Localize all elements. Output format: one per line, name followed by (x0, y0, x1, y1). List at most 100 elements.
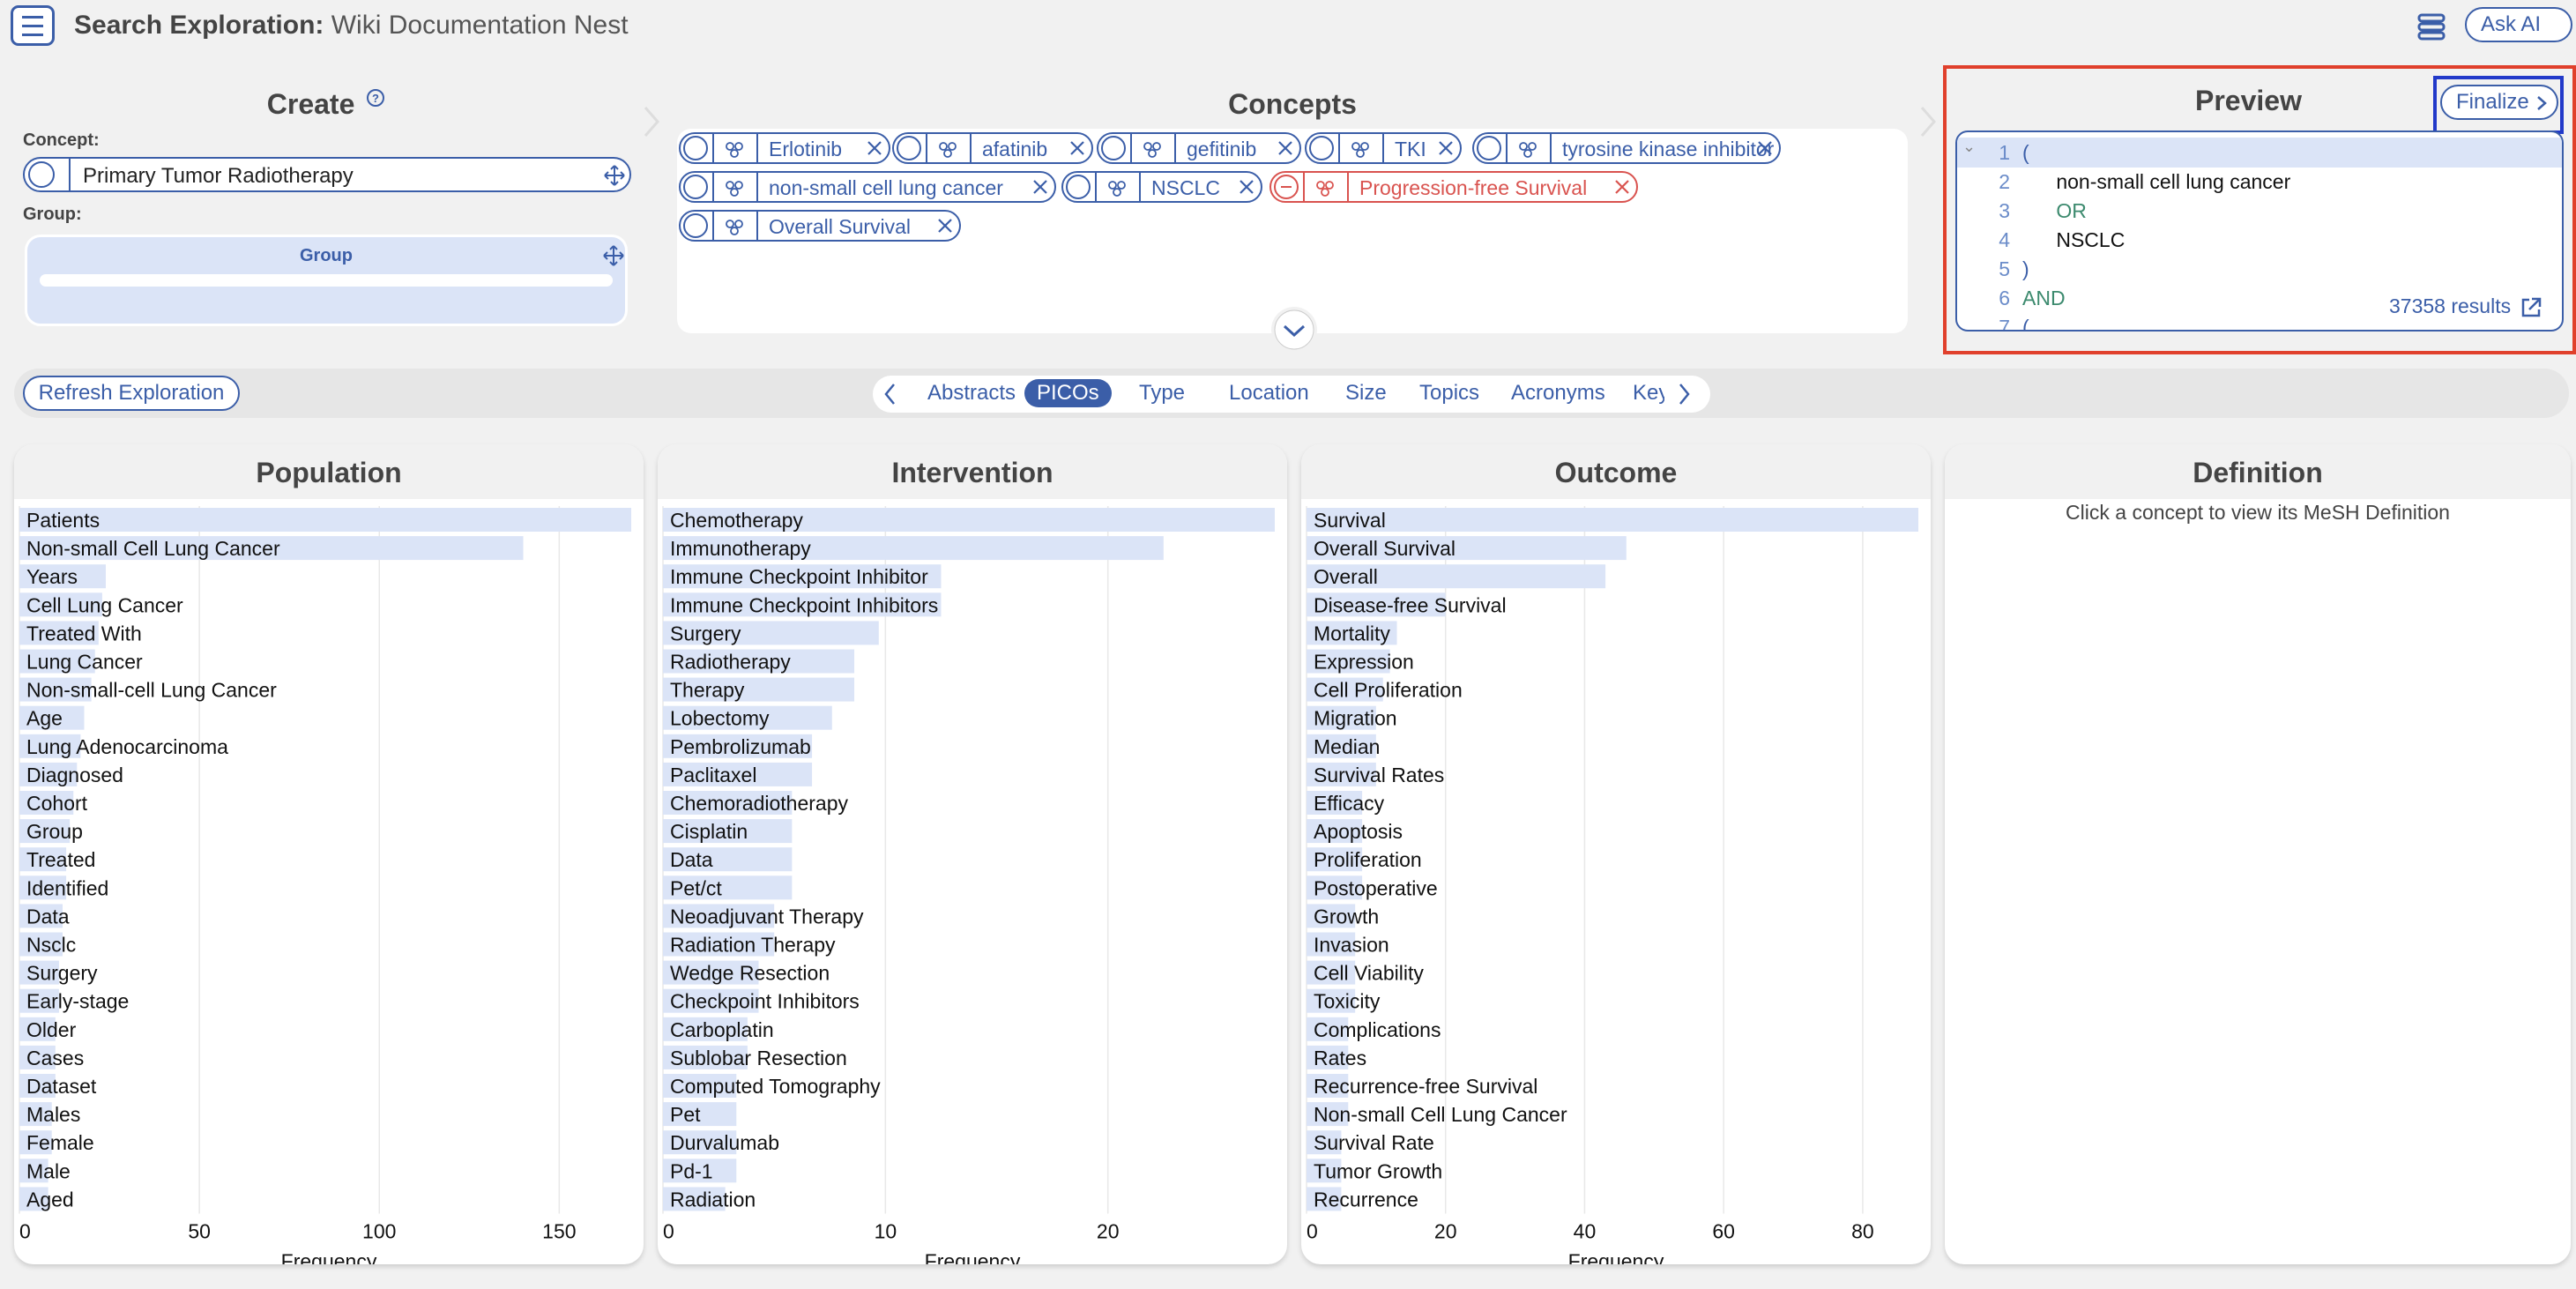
bar-label[interactable]: Radiation Therapy (670, 934, 836, 957)
bar[interactable] (19, 649, 95, 674)
bar[interactable] (1307, 705, 1376, 730)
bar[interactable] (19, 508, 631, 532)
bar[interactable] (663, 1017, 748, 1041)
bar-label[interactable]: Immunotherapy (670, 537, 811, 560)
bar-label[interactable]: Immune Checkpoint Inhibitor (670, 565, 928, 588)
concept-chip[interactable]: Progression-free Survival (1269, 171, 1638, 203)
refresh-exploration-button[interactable]: Refresh Exploration (23, 376, 240, 411)
bar[interactable] (1307, 677, 1383, 702)
bar-label[interactable]: Neoadjuvant Therapy (670, 905, 864, 928)
concept-toggle[interactable] (1309, 136, 1334, 160)
bar[interactable] (19, 847, 67, 872)
close-icon[interactable] (1756, 139, 1774, 157)
bar-label[interactable]: Recurrence (1314, 1188, 1418, 1211)
bar[interactable] (19, 791, 74, 815)
bar[interactable] (1307, 762, 1376, 786)
bar[interactable] (663, 1074, 737, 1098)
bar[interactable] (663, 1102, 737, 1127)
bar[interactable] (1307, 536, 1627, 561)
bar-label[interactable]: Data (26, 905, 70, 928)
bar[interactable] (19, 1130, 52, 1155)
bar-label[interactable]: Male (26, 1159, 71, 1182)
bar-label[interactable]: Cases (26, 1047, 84, 1069)
concept-toggle[interactable] (1477, 136, 1501, 160)
exclude-toggle[interactable] (1274, 175, 1299, 199)
bar-label[interactable]: Chemotherapy (670, 509, 803, 532)
concept-toggle[interactable] (683, 136, 708, 160)
bar[interactable] (663, 677, 855, 702)
bar[interactable] (663, 705, 832, 730)
bar-label[interactable]: Cell Lung Cancer (26, 593, 183, 616)
concept-toggle[interactable] (683, 213, 708, 238)
bar[interactable] (1307, 1159, 1342, 1183)
bar[interactable] (663, 1045, 748, 1069)
concept-chip[interactable]: Overall Survival (679, 210, 961, 242)
tab-key[interactable]: Key (1633, 381, 1664, 405)
bar[interactable] (19, 734, 81, 758)
bar[interactable] (19, 1017, 56, 1041)
bar[interactable] (1307, 875, 1363, 900)
bar[interactable] (663, 1187, 726, 1211)
bar-label[interactable]: Overall (1314, 565, 1378, 588)
bar-label[interactable]: Sublobar Resection (670, 1047, 847, 1069)
bar-label[interactable]: Age (26, 707, 63, 730)
molecule-icon[interactable] (1518, 139, 1537, 159)
bar[interactable] (19, 904, 63, 928)
tab-picos[interactable]: PICOs (1024, 379, 1112, 407)
bar[interactable] (1307, 564, 1606, 589)
bar[interactable] (1307, 1102, 1349, 1127)
bar[interactable] (663, 649, 855, 674)
concept-chip[interactable]: non-small cell lung cancer (679, 171, 1056, 203)
concept-chip[interactable]: NSCLC (1061, 171, 1262, 203)
bar[interactable] (1307, 791, 1363, 815)
bar[interactable] (663, 960, 759, 985)
expand-concepts-button[interactable] (1271, 307, 1317, 353)
bar-label[interactable]: Therapy (670, 679, 745, 702)
hamburger-menu-icon[interactable] (11, 5, 55, 46)
bar[interactable] (19, 988, 59, 1013)
bar[interactable] (663, 536, 1164, 561)
bar-label[interactable]: Surgery (26, 962, 98, 985)
molecule-icon[interactable] (1107, 178, 1127, 197)
close-icon[interactable] (1437, 139, 1455, 157)
concept-toggle[interactable] (897, 136, 921, 160)
close-icon[interactable] (1068, 139, 1086, 157)
bar-label[interactable]: Nsclc (26, 934, 76, 957)
bar-label[interactable]: Survival (1314, 509, 1386, 532)
molecule-icon[interactable] (725, 178, 744, 197)
bar-label[interactable]: Complications (1314, 1018, 1441, 1041)
bar-label[interactable]: Chemoradiotherapy (670, 792, 849, 815)
bar-label[interactable]: Males (26, 1103, 80, 1126)
bar[interactable] (663, 1159, 737, 1183)
bar[interactable] (1307, 734, 1376, 758)
bar-label[interactable]: Older (26, 1018, 77, 1041)
bar-label[interactable]: Durvalumab (670, 1131, 779, 1154)
bar-label[interactable]: Survival Rates (1314, 764, 1444, 786)
bar-label[interactable]: Pet (670, 1103, 701, 1126)
move-handle-icon[interactable] (602, 244, 625, 267)
bar[interactable] (663, 734, 813, 758)
molecule-icon[interactable] (725, 139, 744, 159)
bar[interactable] (663, 1130, 737, 1155)
bar-label[interactable]: Survival Rate (1314, 1131, 1434, 1154)
bar-label[interactable]: Median (1314, 735, 1380, 758)
bar[interactable] (19, 592, 102, 617)
bar[interactable] (663, 592, 942, 617)
bar-label[interactable]: Cisplatin (670, 820, 748, 843)
bar-label[interactable]: Proliferation (1314, 848, 1422, 871)
molecule-icon[interactable] (1351, 139, 1370, 159)
concept-input[interactable]: Primary Tumor Radiotherapy (23, 157, 631, 192)
bar-label[interactable]: Aged (26, 1188, 74, 1211)
group-drop-bar[interactable] (40, 274, 613, 287)
bar-label[interactable]: Cell Viability (1314, 962, 1424, 985)
chevron-right-icon[interactable] (1675, 381, 1693, 407)
bar[interactable] (663, 847, 793, 872)
bar-label[interactable]: Female (26, 1131, 94, 1154)
bar[interactable] (1307, 508, 1918, 532)
finalize-button[interactable]: Finalize (2440, 85, 2558, 120)
bar-label[interactable]: Invasion (1314, 934, 1389, 957)
concept-radio[interactable] (28, 161, 55, 188)
molecule-icon[interactable] (725, 217, 744, 236)
bar[interactable] (19, 1102, 52, 1127)
bar-label[interactable]: Pet/ct (670, 876, 722, 899)
